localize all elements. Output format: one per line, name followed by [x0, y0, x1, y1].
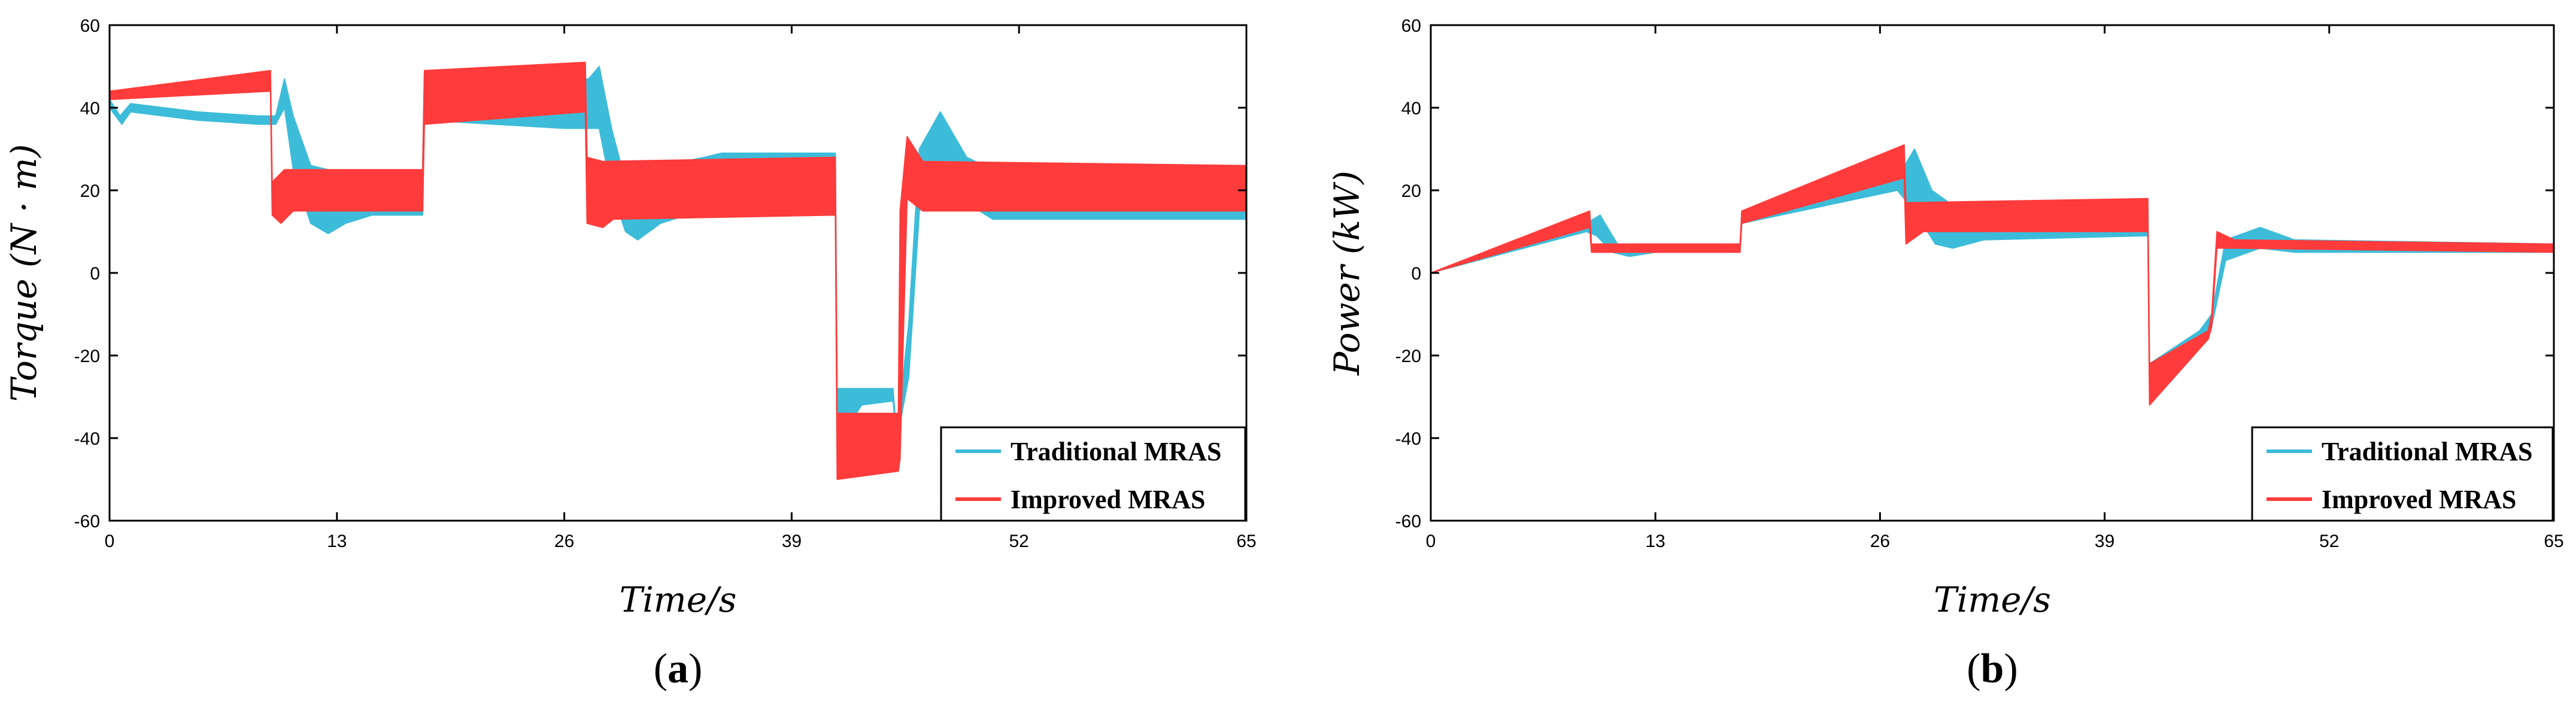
- x-tick-label: 26: [1870, 531, 1890, 551]
- y-tick-label: 20: [80, 181, 100, 201]
- legend-label-improved-mras: Improved MRAS: [1011, 485, 1206, 514]
- y-tick-label: -60: [74, 512, 100, 531]
- legend: Traditional MRAS Improved MRAS: [940, 426, 1246, 522]
- x-tick-label: 52: [2319, 531, 2339, 551]
- y-tick-label: -40: [1395, 429, 1421, 449]
- x-axis-label: Time/s: [1934, 579, 2051, 620]
- series-improved-mras-band: [109, 62, 1247, 480]
- legend-label-traditional-mras: Traditional MRAS: [1011, 437, 1221, 466]
- y-tick-label: -40: [74, 429, 100, 449]
- legend: Traditional MRAS Improved MRAS: [2251, 426, 2554, 522]
- x-tick-label: 26: [554, 531, 574, 551]
- panel-label: (a): [654, 646, 703, 692]
- y-tick-label: 40: [1401, 99, 1421, 119]
- x-tick-label: 0: [105, 531, 115, 551]
- y-tick-label: 60: [1401, 16, 1421, 36]
- y-tick-label: 40: [80, 99, 100, 119]
- chart-panel-b: 0 13 26 39 52 65 60 40 20 0 -20 -40 -60 Time/s Power (…: [1327, 16, 2564, 692]
- series-improved-mras-band: [1430, 144, 2554, 406]
- y-tick-label: 60: [80, 16, 100, 36]
- y-tick-label: 20: [1401, 181, 1421, 201]
- x-axis-label: Time/s: [620, 579, 737, 620]
- x-tick-label: 39: [782, 531, 802, 551]
- legend-box: [2251, 426, 2554, 522]
- panel-label: (b): [1967, 646, 2018, 692]
- y-tick-label: 0: [90, 264, 100, 284]
- x-tick-label: 13: [1646, 531, 1665, 551]
- y-tick-label: 0: [1411, 264, 1421, 284]
- legend-box: [940, 426, 1246, 522]
- x-tick-label: 0: [1426, 531, 1436, 551]
- x-tick-label: 39: [2095, 531, 2114, 551]
- chart-panel-a: 0 13 26 39 52 65 60 40 20 0 -20 -40 -60 Time/s Torque …: [4, 16, 1257, 692]
- x-tick-label: 65: [1236, 531, 1256, 551]
- series-traditional-mras-band: [109, 66, 1247, 443]
- y-axis-label: Torque (N · m): [4, 144, 44, 402]
- x-tick-label: 13: [327, 531, 347, 551]
- series-traditional-mras-band: [1430, 148, 2554, 381]
- y-axis-label: Power (kW): [1327, 171, 1367, 376]
- y-tick-label: -20: [1395, 347, 1421, 366]
- y-tick-label: -20: [74, 347, 100, 366]
- y-tick-label: -60: [1395, 512, 1421, 531]
- x-tick-label: 65: [2544, 531, 2563, 551]
- x-tick-label: 52: [1009, 531, 1029, 551]
- legend-label-traditional-mras: Traditional MRAS: [2322, 437, 2532, 466]
- legend-label-improved-mras: Improved MRAS: [2322, 485, 2517, 514]
